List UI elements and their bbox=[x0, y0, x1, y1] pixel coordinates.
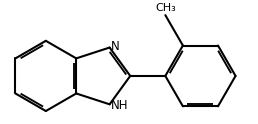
Text: N: N bbox=[111, 40, 120, 53]
Text: NH: NH bbox=[111, 99, 128, 111]
Text: CH₃: CH₃ bbox=[155, 3, 176, 13]
